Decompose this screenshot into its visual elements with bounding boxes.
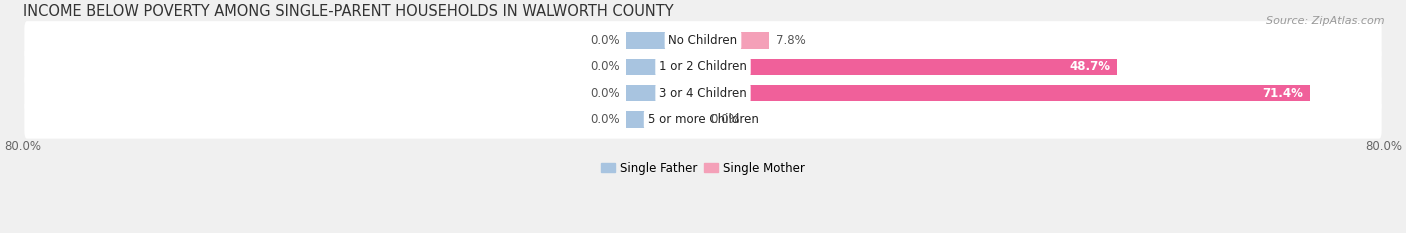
Text: 0.0%: 0.0% <box>710 113 740 126</box>
Bar <box>703 85 1310 101</box>
FancyBboxPatch shape <box>24 21 1382 59</box>
FancyBboxPatch shape <box>24 74 1382 112</box>
Text: 5 or more Children: 5 or more Children <box>648 113 758 126</box>
Bar <box>627 85 703 101</box>
Bar <box>627 111 703 128</box>
FancyBboxPatch shape <box>24 100 1382 139</box>
Bar <box>627 58 703 75</box>
Text: 7.8%: 7.8% <box>776 34 806 47</box>
FancyBboxPatch shape <box>24 48 1382 86</box>
Text: INCOME BELOW POVERTY AMONG SINGLE-PARENT HOUSEHOLDS IN WALWORTH COUNTY: INCOME BELOW POVERTY AMONG SINGLE-PARENT… <box>22 4 673 19</box>
Bar <box>703 58 1118 75</box>
Text: 0.0%: 0.0% <box>591 113 620 126</box>
Text: 1 or 2 Children: 1 or 2 Children <box>659 60 747 73</box>
Text: 48.7%: 48.7% <box>1070 60 1111 73</box>
Text: No Children: No Children <box>668 34 738 47</box>
Text: 0.0%: 0.0% <box>591 87 620 100</box>
Text: Source: ZipAtlas.com: Source: ZipAtlas.com <box>1267 16 1385 26</box>
Text: 0.0%: 0.0% <box>591 34 620 47</box>
Bar <box>703 32 769 48</box>
Text: 0.0%: 0.0% <box>591 60 620 73</box>
Legend: Single Father, Single Mother: Single Father, Single Mother <box>596 157 810 179</box>
Bar <box>627 32 703 48</box>
Text: 71.4%: 71.4% <box>1263 87 1303 100</box>
Text: 3 or 4 Children: 3 or 4 Children <box>659 87 747 100</box>
